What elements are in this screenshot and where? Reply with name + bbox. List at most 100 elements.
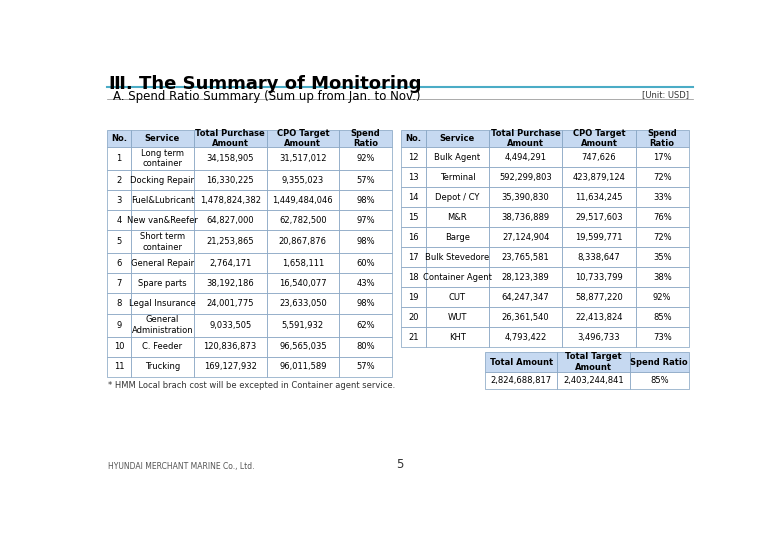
Text: 57%: 57% xyxy=(356,362,375,371)
Bar xyxy=(131,293,193,314)
Bar xyxy=(401,287,426,307)
Text: 85%: 85% xyxy=(650,376,668,385)
Bar xyxy=(267,190,339,211)
Bar xyxy=(107,336,131,356)
Bar xyxy=(489,147,562,167)
Bar xyxy=(558,372,629,389)
Text: 64,827,000: 64,827,000 xyxy=(207,216,254,225)
Bar xyxy=(339,273,392,294)
Text: Bulk Agent: Bulk Agent xyxy=(434,153,480,161)
Text: 1: 1 xyxy=(116,154,122,163)
Text: 15: 15 xyxy=(408,213,419,222)
Bar xyxy=(267,293,339,314)
Text: 34,158,905: 34,158,905 xyxy=(207,154,254,163)
Text: 9: 9 xyxy=(116,321,122,329)
Text: 17: 17 xyxy=(408,253,419,262)
Text: 28,123,389: 28,123,389 xyxy=(502,273,550,282)
Bar xyxy=(193,253,267,273)
Bar xyxy=(193,170,267,190)
Bar xyxy=(426,147,489,167)
Bar xyxy=(562,307,636,327)
Bar xyxy=(636,130,689,147)
Text: 1,478,824,382: 1,478,824,382 xyxy=(200,196,261,205)
Bar xyxy=(267,130,339,147)
Bar xyxy=(426,167,489,187)
Text: 98%: 98% xyxy=(356,299,375,308)
Text: CUT: CUT xyxy=(448,293,466,302)
Bar xyxy=(131,190,193,211)
Bar xyxy=(562,167,636,187)
Text: 120,836,873: 120,836,873 xyxy=(204,342,257,351)
Bar xyxy=(267,336,339,356)
Bar xyxy=(426,130,489,147)
Text: Total Amount: Total Amount xyxy=(490,357,553,367)
Text: 13: 13 xyxy=(408,173,419,182)
Text: Total Target
Amount: Total Target Amount xyxy=(566,352,622,372)
Text: 29,517,603: 29,517,603 xyxy=(575,213,622,222)
Text: 98%: 98% xyxy=(356,196,375,205)
Bar xyxy=(193,190,267,211)
Text: Depot / CY: Depot / CY xyxy=(435,193,480,202)
Text: 11,634,245: 11,634,245 xyxy=(575,193,622,202)
Text: 21: 21 xyxy=(408,333,419,342)
Text: 16: 16 xyxy=(408,233,419,242)
Text: 33%: 33% xyxy=(653,193,672,202)
Text: Spend
Ratio: Spend Ratio xyxy=(647,129,677,149)
Text: 60%: 60% xyxy=(356,259,375,268)
Bar xyxy=(401,130,426,147)
Text: 72%: 72% xyxy=(653,233,672,242)
Text: CPO Target
Amount: CPO Target Amount xyxy=(573,129,626,149)
Bar xyxy=(267,231,339,253)
Text: No.: No. xyxy=(111,134,127,143)
Text: 27,124,904: 27,124,904 xyxy=(502,233,549,242)
Bar xyxy=(489,267,562,287)
Text: 3: 3 xyxy=(116,196,122,205)
Text: 58,877,220: 58,877,220 xyxy=(575,293,623,302)
Text: CPO Target
Amount: CPO Target Amount xyxy=(277,129,329,149)
Text: 97%: 97% xyxy=(356,216,375,225)
Bar xyxy=(489,247,562,267)
Text: 62,782,500: 62,782,500 xyxy=(279,216,327,225)
Text: 1,449,484,046: 1,449,484,046 xyxy=(272,196,333,205)
Bar xyxy=(562,147,636,167)
Bar xyxy=(485,372,558,389)
Text: Service: Service xyxy=(145,134,180,143)
Bar xyxy=(131,147,193,170)
Text: 92%: 92% xyxy=(356,154,375,163)
Bar xyxy=(636,207,689,227)
Text: 423,879,124: 423,879,124 xyxy=(573,173,626,182)
Text: 7: 7 xyxy=(116,279,122,288)
Text: Docking Repair: Docking Repair xyxy=(130,176,194,185)
Text: Ⅲ. The Summary of Monitoring: Ⅲ. The Summary of Monitoring xyxy=(109,75,422,93)
Bar xyxy=(489,167,562,187)
Text: 4,793,422: 4,793,422 xyxy=(505,333,547,342)
Bar xyxy=(107,211,131,231)
Bar xyxy=(193,336,267,356)
Bar xyxy=(339,253,392,273)
Text: Spend Ratio: Spend Ratio xyxy=(630,357,688,367)
Bar xyxy=(339,293,392,314)
Text: 12: 12 xyxy=(408,153,419,161)
Text: 38%: 38% xyxy=(653,273,672,282)
Bar xyxy=(339,170,392,190)
Text: 80%: 80% xyxy=(356,342,375,351)
Bar xyxy=(193,273,267,294)
Bar xyxy=(426,287,489,307)
Text: 85%: 85% xyxy=(653,313,672,322)
Bar xyxy=(267,170,339,190)
Bar xyxy=(629,372,689,389)
Text: 19: 19 xyxy=(408,293,419,302)
Text: M&R: M&R xyxy=(448,213,467,222)
Text: 747,626: 747,626 xyxy=(582,153,616,161)
Text: 92%: 92% xyxy=(653,293,672,302)
Text: 592,299,803: 592,299,803 xyxy=(499,173,552,182)
Text: 35,390,830: 35,390,830 xyxy=(502,193,550,202)
Bar xyxy=(267,147,339,170)
Bar xyxy=(426,327,489,347)
Text: 17%: 17% xyxy=(653,153,672,161)
Text: Long term
container: Long term container xyxy=(141,149,184,168)
Bar xyxy=(636,167,689,187)
Bar xyxy=(267,314,339,336)
Text: [Unit: USD]: [Unit: USD] xyxy=(642,90,689,99)
Bar xyxy=(426,267,489,287)
